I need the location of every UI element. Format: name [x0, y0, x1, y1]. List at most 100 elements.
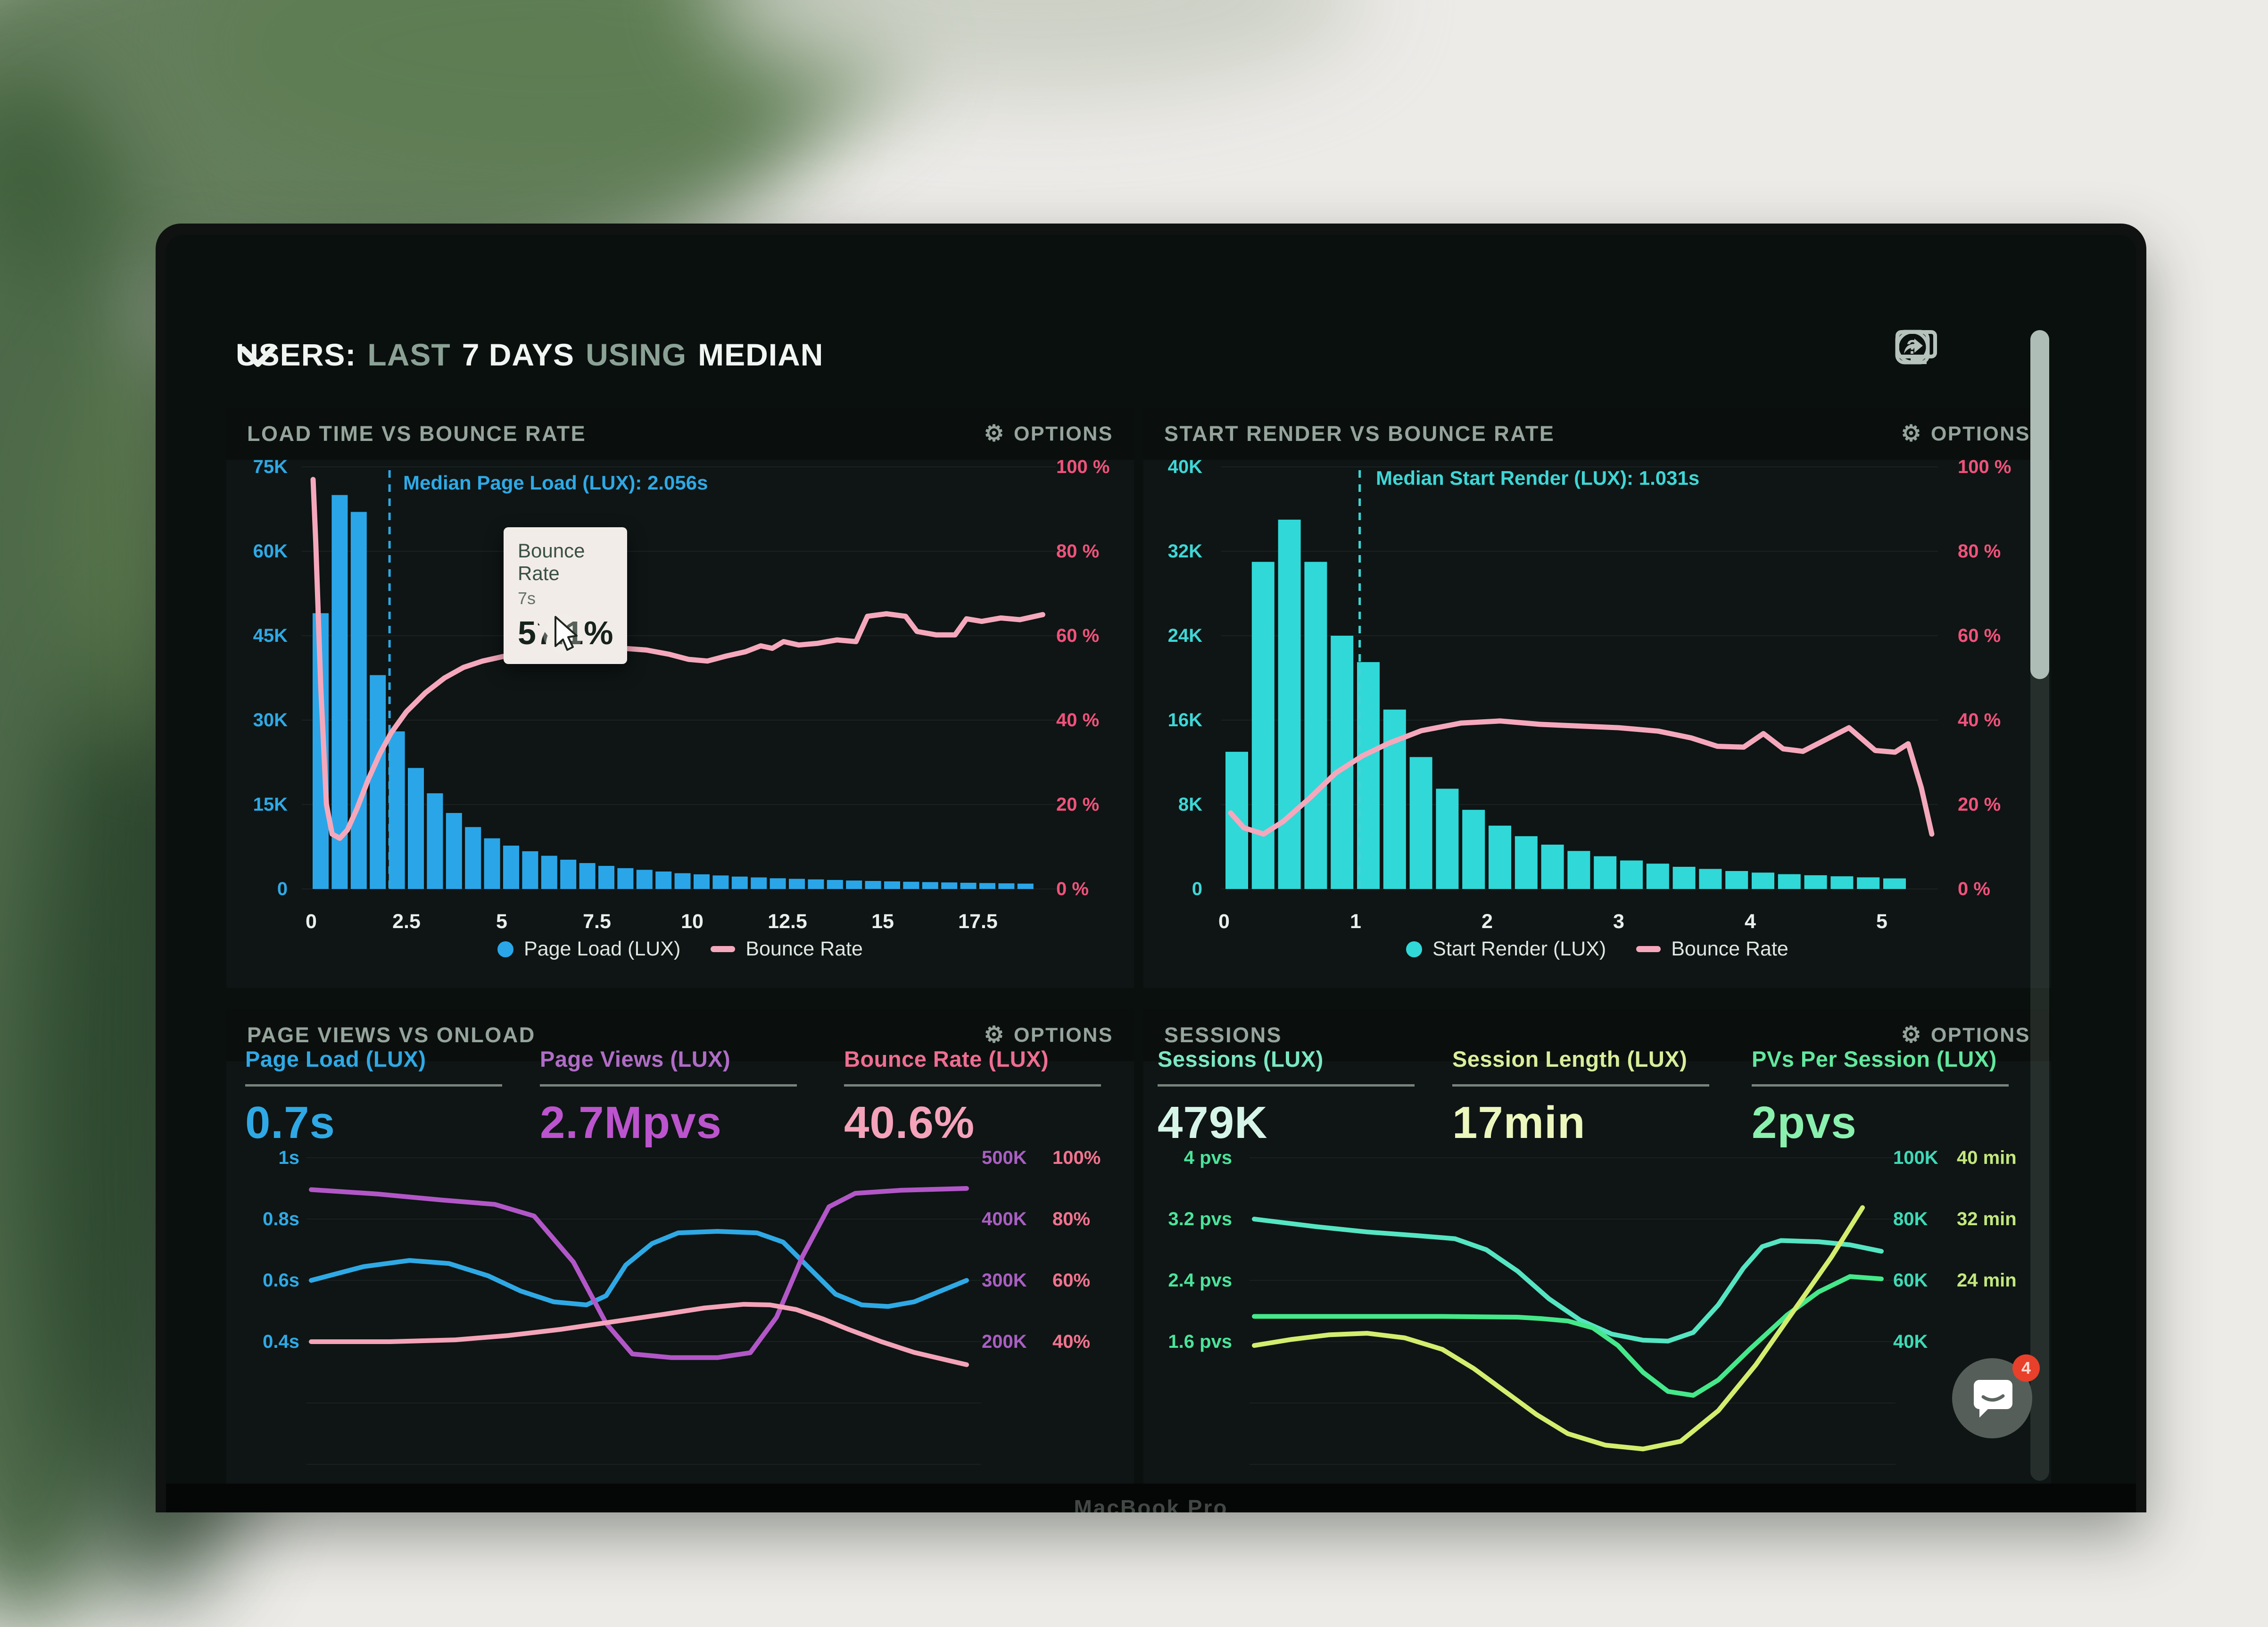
metric-session-length: Session Length (LUX) 17min — [1452, 1046, 1716, 1149]
axis-tick: 20 % — [1958, 794, 2001, 815]
chevron-down-icon[interactable] — [240, 346, 275, 368]
axis-tick: 80% — [1052, 1209, 1091, 1229]
legend-item[interactable]: Bounce Rate — [711, 938, 863, 961]
title-segment: 7 DAYS — [462, 337, 575, 372]
axis-tick: 1s — [278, 1147, 300, 1168]
axis-tick: 60K — [253, 541, 288, 562]
legend: Start Render (LUX) Bounce Rate — [1143, 938, 2051, 961]
tooltip-x-value: 7s — [518, 589, 536, 608]
options-button[interactable]: ⚙ OPTIONS — [984, 1022, 1113, 1047]
axis-tick: 40 % — [1056, 710, 1100, 730]
axis-tick: 30K — [253, 710, 288, 730]
legend-dash-marker — [1636, 946, 1661, 952]
legend-dot-marker — [1406, 941, 1423, 957]
axis-tick: 80 % — [1056, 541, 1100, 562]
median-annotation: Median Start Render (LUX): 1.031s — [1376, 467, 1700, 489]
axis-tick: 2.4 pvs — [1168, 1270, 1232, 1291]
options-button[interactable]: ⚙ OPTIONS — [1901, 421, 2030, 446]
start-render-chart[interactable] — [1221, 460, 1938, 894]
axis-tick: 60 % — [1958, 625, 2001, 646]
axis-tick: 7.5 — [583, 910, 611, 933]
axis-tick: 5 — [496, 910, 507, 933]
axis-tick: 40K — [1893, 1331, 1928, 1352]
options-button[interactable]: ⚙ OPTIONS — [1901, 1022, 2030, 1047]
median-annotation: Median Page Load (LUX): 2.056s — [403, 472, 708, 494]
axis-tick: 2 — [1482, 910, 1493, 933]
legend-label: Start Render (LUX) — [1432, 938, 1606, 960]
legend-item[interactable]: Bounce Rate — [1636, 938, 1788, 961]
title-segment: USING — [586, 337, 687, 372]
axis-tick: 2.5 — [392, 910, 421, 933]
metric-sessions: Sessions (LUX) 479K — [1158, 1046, 1422, 1149]
axis-tick: 15 — [871, 910, 894, 933]
panel-page-views-vs-onload: PAGE VIEWS VS ONLOAD ⚙ OPTIONS — [226, 1009, 1134, 1512]
axis-tick: 20 % — [1056, 794, 1100, 815]
axis-tick: 3 — [1613, 910, 1624, 933]
axis-tick: 0 — [1192, 879, 1202, 899]
axis-tick: 60 % — [1056, 625, 1100, 646]
axis-tick: 0 — [1218, 910, 1230, 933]
axis-tick: 8K — [1178, 794, 1202, 815]
axis-tick: 0.6s — [263, 1270, 299, 1291]
legend-item[interactable]: Page Load (LUX) — [497, 938, 680, 961]
axis-tick: 4 — [1745, 910, 1756, 933]
legend-label: Bounce Rate — [1671, 938, 1788, 960]
axis-tick: 45K — [253, 625, 288, 646]
laptop-brand-text: MacBook Pro — [1074, 1495, 1228, 1512]
axis-tick: 60K — [1893, 1270, 1928, 1291]
options-button[interactable]: ⚙ OPTIONS — [984, 421, 1113, 446]
axis-tick: 100% — [1052, 1147, 1101, 1168]
axis-tick: 80K — [1893, 1209, 1928, 1229]
axis-tick: 17.5 — [958, 910, 998, 933]
mouse-cursor — [543, 614, 583, 654]
legend-label: Bounce Rate — [745, 938, 863, 960]
title-segment: MEDIAN — [698, 337, 824, 372]
gear-icon: ⚙ — [1901, 421, 1922, 446]
legend-label: Page Load (LUX) — [524, 938, 681, 960]
axis-tick: 16K — [1167, 710, 1202, 730]
axis-tick: 40 % — [1958, 710, 2001, 730]
laptop-screen: USERS: LAST 7 DAYS USING MEDIAN ? LOAD T… — [166, 235, 2136, 1512]
metric-page-views: Page Views (LUX) 2.7Mpvs — [540, 1046, 804, 1149]
axis-tick: 24 min — [1957, 1270, 2017, 1291]
page-views-onload-chart[interactable] — [306, 1151, 981, 1512]
axis-tick: 400K — [982, 1209, 1027, 1229]
axis-tick: 3.2 pvs — [1168, 1209, 1232, 1229]
axis-tick: 100K — [1893, 1147, 1938, 1168]
chat-icon — [1974, 1380, 2012, 1418]
axis-tick: 100 % — [1958, 457, 2011, 477]
axis-tick: 60% — [1052, 1270, 1091, 1291]
axis-tick: 5 — [1876, 910, 1887, 933]
panel-title: START RENDER VS BOUNCE RATE — [1164, 422, 1555, 446]
axis-tick: 4 pvs — [1184, 1147, 1232, 1168]
legend-item[interactable]: Start Render (LUX) — [1406, 938, 1606, 961]
help-icon[interactable]: ? — [1896, 330, 1929, 364]
axis-tick: 0.8s — [263, 1209, 299, 1229]
panel-title: LOAD TIME VS BOUNCE RATE — [247, 422, 587, 446]
laptop-bottom-bezel: MacBook Pro — [166, 1484, 2136, 1512]
axis-tick: 15K — [253, 794, 288, 815]
dashboard-title-dropdown[interactable]: USERS: LAST 7 DAYS USING MEDIAN — [236, 337, 823, 373]
scrollbar-thumb[interactable] — [2030, 330, 2049, 679]
axis-tick: 40 min — [1957, 1147, 2017, 1168]
load-time-chart[interactable] — [302, 460, 1056, 894]
axis-tick: 100 % — [1056, 457, 1110, 477]
axis-tick: 0 — [277, 879, 288, 899]
tooltip-series-label: Bounce Rate — [518, 540, 585, 584]
sessions-chart[interactable] — [1247, 1151, 1896, 1512]
legend-dash-marker — [711, 946, 736, 952]
metric-page-load: Page Load (LUX) 0.7s — [245, 1046, 509, 1149]
gear-icon: ⚙ — [984, 421, 1005, 446]
panel-title: PAGE VIEWS VS ONLOAD — [247, 1023, 536, 1047]
axis-tick: 0 % — [1958, 879, 1990, 899]
axis-tick: 32 min — [1957, 1209, 2017, 1229]
metric-pvs-per-session: PVs Per Session (LUX) 2pvs — [1752, 1046, 2016, 1149]
axis-tick: 24K — [1167, 625, 1202, 646]
axis-tick: 500K — [982, 1147, 1027, 1168]
panel-sessions: SESSIONS ⚙ OPTIONS — [1143, 1009, 2051, 1512]
svg-text:?: ? — [1906, 336, 1919, 358]
title-segment: LAST — [367, 337, 451, 372]
axis-tick: 0 % — [1056, 879, 1089, 899]
legend: Page Load (LUX) Bounce Rate — [226, 938, 1134, 961]
axis-tick: 1.6 pvs — [1168, 1331, 1232, 1352]
